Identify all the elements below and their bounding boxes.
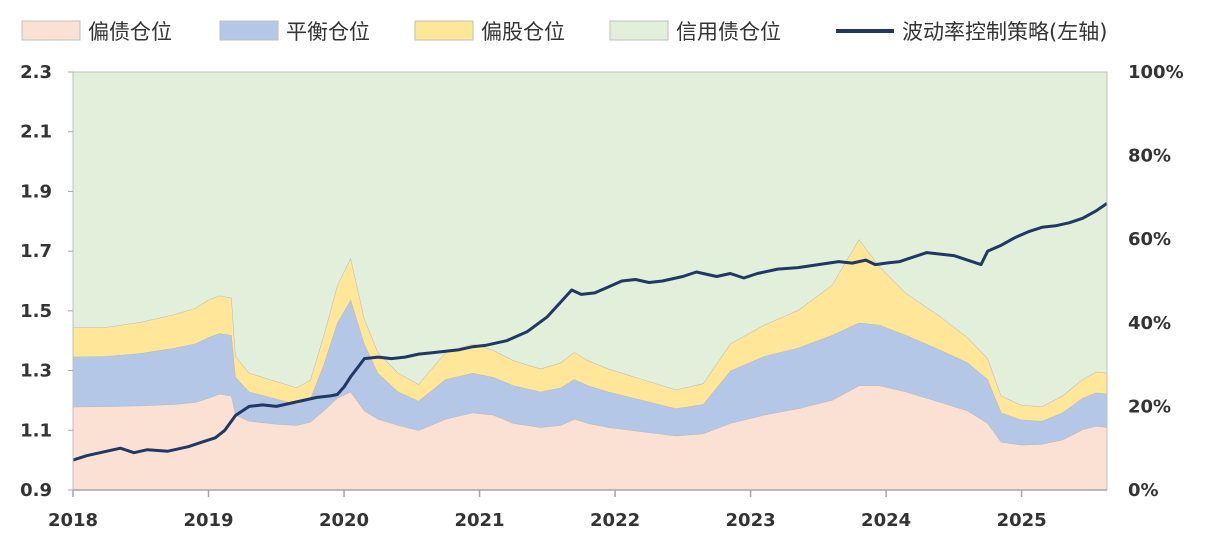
legend: 偏债仓位 平衡仓位 偏股仓位 信用债仓位 波动率控制策略(左轴)	[21, 20, 1107, 44]
area-4	[73, 72, 1107, 407]
right-tick-label: 20%	[1128, 396, 1171, 417]
legend-label: 平衡仓位	[286, 20, 370, 44]
left-tick-label: 1.7	[20, 241, 52, 262]
right-tick-label: 0%	[1128, 480, 1159, 501]
x-tick-label: 2018	[48, 510, 98, 531]
left-tick-label: 1.9	[20, 181, 52, 202]
x-tick-label: 2021	[454, 510, 504, 531]
right-tick-label: 60%	[1128, 229, 1171, 250]
left-tick-label: 0.9	[20, 480, 52, 501]
x-tick-label: 2025	[997, 510, 1047, 531]
legend-swatch	[21, 20, 81, 41]
left-tick-label: 2.3	[20, 62, 52, 83]
x-tick-label: 2023	[726, 510, 776, 531]
plot-area: 0.9 1.1 1.3 1.5 1.7 1.9 2.1 2.3 0% 20% 40% 60% 80% 10…	[20, 62, 1184, 531]
area-3	[73, 239, 1107, 421]
x-tick-label: 2022	[590, 510, 640, 531]
x-tick-label: 2024	[861, 510, 911, 531]
left-tick-label: 1.3	[20, 361, 52, 382]
left-tick-label: 1.5	[20, 301, 52, 322]
legend-label: 波动率控制策略(左轴)	[902, 20, 1107, 44]
line-layer	[72, 202, 1108, 462]
right-tick-label: 100%	[1128, 62, 1184, 83]
legend-label: 信用债仓位	[676, 20, 781, 44]
legend-label: 偏债仓位	[88, 20, 172, 44]
x-tick-label: 2019	[183, 510, 233, 531]
x-tick-label: 2020	[319, 510, 369, 531]
right-tick-label: 40%	[1128, 313, 1171, 334]
right-tick-label: 80%	[1128, 146, 1171, 167]
legend-label: 偏股仓位	[481, 20, 565, 44]
area-1	[73, 385, 1107, 490]
left-tick-label: 2.1	[20, 122, 52, 143]
axes: 0.9 1.1 1.3 1.5 1.7 1.9 2.1 2.3 0% 20% 40% 60% 80% 10…	[20, 62, 1184, 531]
area-2	[73, 299, 1107, 445]
strategy-line	[72, 202, 1108, 462]
legend-swatch	[219, 20, 279, 41]
area-layers	[72, 72, 1108, 490]
legend-swatch	[609, 20, 669, 41]
legend-swatch	[414, 20, 474, 41]
left-tick-label: 1.1	[20, 420, 52, 441]
